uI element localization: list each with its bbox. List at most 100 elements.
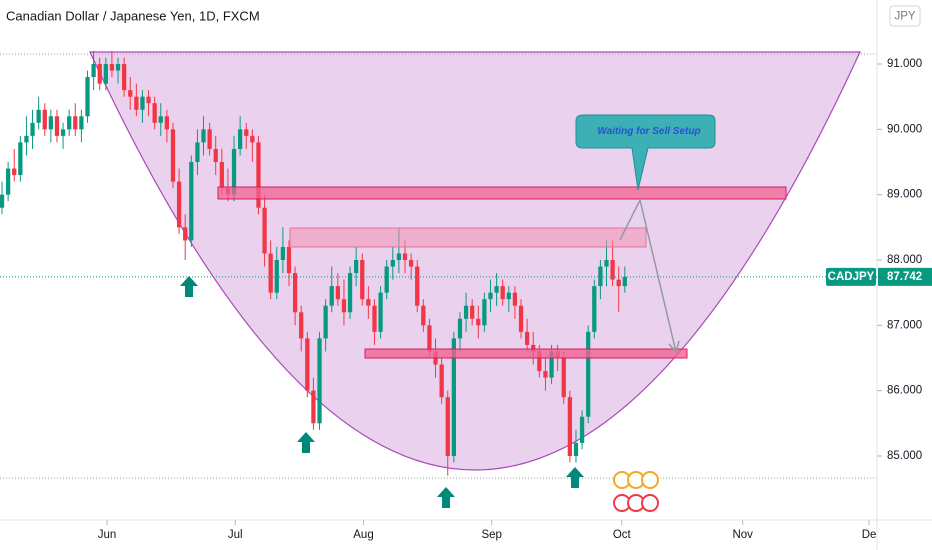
candle-body <box>250 135 255 143</box>
event-icons <box>613 471 659 512</box>
candle-body <box>207 129 212 149</box>
candle-body <box>476 318 481 326</box>
candle-body <box>329 286 334 306</box>
candle-body <box>85 77 90 117</box>
candle-body <box>262 207 267 254</box>
candle-body <box>598 266 603 287</box>
candle-body <box>323 305 328 339</box>
candle-body <box>115 64 121 71</box>
candle-body <box>30 122 35 136</box>
candle-body <box>73 116 78 130</box>
candle-body <box>244 129 249 136</box>
up-arrow <box>437 487 455 508</box>
candle-body <box>408 260 414 267</box>
candle-body <box>366 299 371 306</box>
candle-body <box>427 325 432 352</box>
x-tick-label: De <box>862 529 877 541</box>
candle-body <box>494 286 499 293</box>
candle-body <box>488 292 493 300</box>
candle-body <box>170 129 176 182</box>
candle-body <box>60 129 66 136</box>
event-icon <box>641 471 659 489</box>
candle-body <box>506 292 511 300</box>
range-top-zone <box>289 227 647 248</box>
candle-body <box>79 116 84 130</box>
candle-body <box>573 442 579 456</box>
candle-body <box>292 273 298 313</box>
candle-body <box>91 64 96 78</box>
currency-button[interactable] <box>889 5 921 27</box>
candle-body <box>146 96 151 104</box>
candle-body <box>12 168 17 176</box>
candle-body <box>482 299 487 326</box>
currency-label[interactable]: JPY <box>894 11 915 23</box>
x-tick-label: Aug <box>353 529 373 541</box>
candle-body <box>231 148 237 195</box>
candle-body <box>48 116 53 130</box>
candle-body <box>396 253 402 260</box>
candle-body <box>5 168 11 195</box>
candle-body <box>67 116 72 130</box>
candle-body <box>164 116 170 130</box>
candle-body <box>189 162 194 241</box>
y-tick-label: 86.000 <box>887 385 922 397</box>
cup-pattern <box>89 51 861 471</box>
plot-area <box>0 51 877 479</box>
candle-body <box>317 338 322 424</box>
candle-body <box>604 260 609 267</box>
callout <box>575 114 716 191</box>
up-arrow <box>297 432 315 453</box>
candle-body <box>512 292 518 306</box>
y-tick-label: 87.000 <box>887 319 922 331</box>
candle-body <box>531 344 536 352</box>
candle-body <box>158 116 163 123</box>
annotation: Waiting for Sell Setup <box>597 126 700 137</box>
candle-body <box>195 142 200 163</box>
candle-body <box>134 96 139 110</box>
y-tick-label: 89.000 <box>887 189 922 201</box>
resistance-zone <box>217 186 787 200</box>
y-tick-label: 90.000 <box>887 123 922 135</box>
candle-body <box>128 90 133 97</box>
up-arrow <box>180 276 198 297</box>
candle-body <box>213 148 218 163</box>
candle-body <box>341 299 347 313</box>
candle-body <box>280 246 286 260</box>
x-tick-label: Oct <box>613 529 632 541</box>
candle-body <box>256 142 261 208</box>
candle-body <box>140 96 145 110</box>
candle-body <box>354 260 359 274</box>
candle-body <box>378 292 383 332</box>
candle-body <box>415 266 420 306</box>
candle-body <box>372 305 377 332</box>
candle-body <box>390 260 395 267</box>
candle-body <box>500 286 505 300</box>
candle-body <box>470 305 475 319</box>
symbol-label: CADJPY <box>828 271 875 283</box>
candle-body <box>451 338 456 456</box>
candle-body <box>537 351 542 372</box>
candle-body <box>18 142 23 176</box>
candle-body <box>97 64 102 84</box>
last-price-badge <box>878 267 932 286</box>
event-icon <box>641 494 659 512</box>
candle-body <box>268 253 273 293</box>
candle-body <box>402 253 408 260</box>
x-tick-label: Jun <box>98 529 117 541</box>
x-tick-label: Jul <box>228 529 243 541</box>
candle-body <box>274 260 279 293</box>
candle-body <box>109 64 115 71</box>
candle-body <box>347 273 353 313</box>
candle-body <box>457 318 463 339</box>
candle-body <box>360 260 365 300</box>
y-tick-label: 85.000 <box>887 450 922 462</box>
candle-body <box>54 116 60 136</box>
y-tick-label: 91.000 <box>887 58 922 70</box>
up-arrows <box>180 276 584 508</box>
candle-body <box>121 64 127 91</box>
candle-body <box>152 103 157 123</box>
support-zone <box>364 348 688 359</box>
candle-body <box>445 397 450 456</box>
candle-body <box>579 416 585 443</box>
